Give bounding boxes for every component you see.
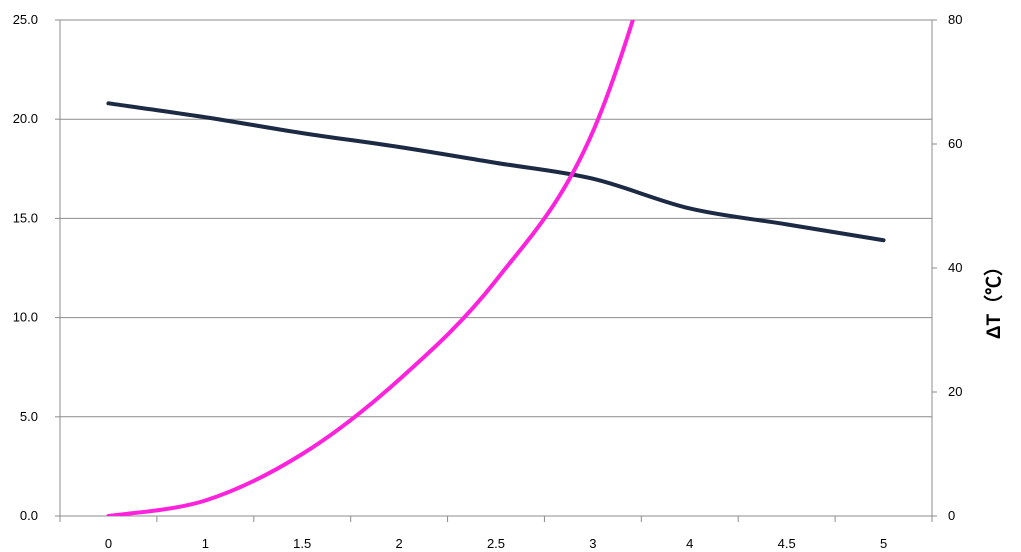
x-tick-label: 1 <box>202 536 209 551</box>
x-tick-label: 4.5 <box>778 536 796 551</box>
gridlines <box>60 19 932 418</box>
left-tick-label: 5.0 <box>20 409 38 424</box>
series-line-2 <box>106 20 635 516</box>
x-tick-label: 1.5 <box>293 536 311 551</box>
x-tick-label: 0 <box>105 536 112 551</box>
x-tick-label: 4 <box>686 536 693 551</box>
axes <box>55 19 937 522</box>
left-tick-label: 15.0 <box>13 210 38 225</box>
tick-labels: 0.0 5.0 10.0 15.0 20.0 25.0 0 20 40 60 80 0 1 1.5 2 2.5… <box>13 12 963 551</box>
right-tick-label: 40 <box>948 260 962 275</box>
right-tick-label: 20 <box>948 384 962 399</box>
right-tick-label: 80 <box>948 12 962 27</box>
right-tick-label: 0 <box>948 508 955 523</box>
left-tick-label: 0.0 <box>20 508 38 523</box>
x-tick-label: 3 <box>589 536 596 551</box>
x-tick-label: 5 <box>880 536 887 551</box>
right-axis-title: ΔT（℃） <box>982 257 1005 339</box>
x-tick-label: 2.5 <box>487 536 505 551</box>
right-tick-label: 60 <box>948 136 962 151</box>
series-lines <box>106 20 886 516</box>
x-tick-label: 2 <box>395 536 402 551</box>
left-tick-label: 10.0 <box>13 310 38 325</box>
left-tick-label: 25.0 <box>13 12 38 27</box>
left-tick-label: 20.0 <box>13 111 38 126</box>
series-line-1 <box>106 101 886 243</box>
